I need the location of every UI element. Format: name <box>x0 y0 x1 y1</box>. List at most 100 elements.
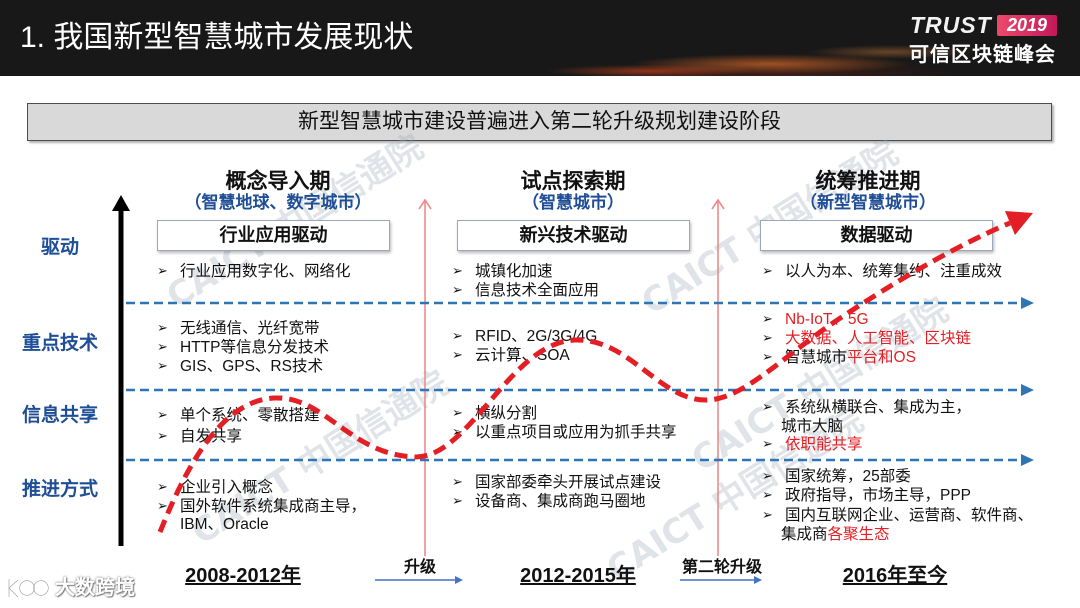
list-item: 国内互联网企业、运营商、软件商、 <box>762 506 1033 525</box>
trend-curve <box>157 220 1011 533</box>
list-item-highlight-text: 平台和OS <box>847 349 916 366</box>
list-item-continuation: IBM、Oracle <box>157 516 366 535</box>
list-item: 单个系统、零散搭建 <box>157 405 320 426</box>
cell-phase3-sharing: 系统纵横联合、集成为主， 城市大脑 依职能共享 <box>762 399 971 455</box>
list-item-highlight-text: Nb-IoT、5G <box>785 311 869 328</box>
upgrade-arrow-icon <box>754 576 762 584</box>
row-label-tech: 重点技术 <box>21 333 98 354</box>
list-item: 系统纵横联合、集成为主， <box>762 399 971 418</box>
brand-logo-icon <box>7 577 49 599</box>
list-item: HTTP等信息分发技术 <box>157 338 329 357</box>
list-item: RFID、2G/3G/4G <box>452 327 597 346</box>
phase-title: 试点探索期 <box>520 170 626 193</box>
list-item-text: 以重点项目或应用为抓手共享 <box>475 424 677 441</box>
list-item: 信息技术全面应用 <box>452 281 599 300</box>
list-item-text: 城镇化加速 <box>475 263 553 280</box>
row-divider-arrow-icon <box>1021 297 1034 309</box>
list-item-text: 集成商 <box>781 525 828 543</box>
row-label-sharing: 信息共享 <box>21 405 98 426</box>
list-item-text: 横纵分割 <box>475 405 538 422</box>
list-item: 无线通信、光纤宽带 <box>157 319 329 338</box>
list-item: 企业引入概念 <box>157 479 366 498</box>
list-item: 大数据、人工智能、区块链 <box>762 329 971 348</box>
list-item-text: 行业应用数字化、网络化 <box>180 263 351 280</box>
list-item-highlight-text: 各聚生态 <box>827 525 890 543</box>
list-item-text: IBM、Oracle <box>180 516 269 533</box>
list-item: 智慧城市平台和OS <box>762 348 971 367</box>
vertical-axis-arrow-icon <box>112 195 130 211</box>
driver-box: 数据驱动 <box>760 220 993 251</box>
transition-label: 升级 <box>403 559 436 576</box>
list-item: Nb-IoT、5G <box>762 310 971 329</box>
transition-label: 第二轮升级 <box>681 559 762 576</box>
cell-phase2-approach: 国家部委牵头开展试点建设 设备商、集成商跑马圈地 <box>452 473 661 511</box>
list-item-text: 无线通信、光纤宽带 <box>180 320 320 337</box>
cell-phase1-approach: 企业引入概念 国外软件系统集成商主导， IBM、Oracle <box>157 479 366 535</box>
event-logo-subtitle: 可信区块链峰会 <box>909 44 1056 66</box>
list-item-text: 城市大脑 <box>781 417 844 435</box>
list-item-text: 国内互联网企业、运营商、软件商、 <box>785 506 1034 524</box>
slide-title: 1. 我国新型智慧城市发展现状 <box>20 21 414 54</box>
list-item-text: 信息技术全面应用 <box>475 282 600 299</box>
phase-subtitle: （智慧地球、数字城市） <box>184 193 372 212</box>
list-item-continuation: 集成商各聚生态 <box>762 525 1033 544</box>
list-item-text: 设备商、集成商跑马圈地 <box>475 493 646 510</box>
source-watermark-text: 大数跨境 <box>55 577 135 599</box>
cell-phase3-drive: 以人为本、统筹集约、注重成效 <box>762 262 1002 281</box>
phase-divider-arrow-icon <box>418 198 432 210</box>
list-item-text: 以人为本、统筹集约、注重成效 <box>785 263 1003 280</box>
period-label: 2012-2015年 <box>520 565 636 587</box>
list-item: 国家统筹，25部委 <box>762 467 1033 486</box>
list-item: 国家部委牵头开展试点建设 <box>452 473 661 492</box>
list-item: 依职能共享 <box>762 436 971 455</box>
cell-phase2-drive: 城镇化加速 信息技术全面应用 <box>452 262 599 300</box>
phase-title: 统筹推进期 <box>815 170 921 193</box>
list-item-text: 企业引入概念 <box>180 479 274 496</box>
period-label: 2016年至今 <box>842 565 948 587</box>
cell-phase1-drive: 行业应用数字化、网络化 <box>157 262 351 281</box>
list-item: GIS、GPS、RS技术 <box>157 357 329 376</box>
summary-banner: 新型智慧城市建设普遍进入第二轮升级规划建设阶段 <box>27 103 1052 141</box>
list-item-text: 智慧城市 <box>785 349 848 366</box>
phase-subtitle: （新型智慧城市） <box>800 193 936 212</box>
upgrade-arrow-icon <box>455 576 463 584</box>
cell-phase1-tech: 无线通信、光纤宽带 HTTP等信息分发技术 GIS、GPS、RS技术 <box>157 319 329 376</box>
list-item-text: 国外软件系统集成商主导， <box>180 497 367 515</box>
row-label-drive: 驱动 <box>40 237 79 258</box>
list-item-text: 国家部委牵头开展试点建设 <box>475 474 662 491</box>
period-label: 2008-2012年 <box>185 565 301 587</box>
list-item: 以重点项目或应用为抓手共享 <box>452 423 677 442</box>
list-item-text: HTTP等信息分发技术 <box>180 339 329 356</box>
row-label-approach: 推进方式 <box>21 479 98 500</box>
row-divider-arrow-icon <box>1021 454 1034 466</box>
list-item-text: 系统纵横联合、集成为主， <box>785 399 972 416</box>
list-item: 设备商、集成商跑马圈地 <box>452 492 661 511</box>
list-item: 国外软件系统集成商主导， <box>157 498 366 517</box>
list-item-text: 国家统筹，25部委 <box>785 468 911 485</box>
list-item: 以人为本、统筹集约、注重成效 <box>762 262 1002 281</box>
list-item-highlight-text: 依职能共享 <box>785 436 863 453</box>
driver-box: 行业应用驱动 <box>157 220 390 251</box>
driver-box: 新兴技术驱动 <box>457 220 690 251</box>
event-logo-word: TRUST <box>910 12 992 38</box>
list-item: 城镇化加速 <box>452 262 599 281</box>
phase-divider-arrow-icon <box>711 198 725 210</box>
list-item-highlight-text: 大数据、人工智能、区块链 <box>785 330 972 347</box>
cell-phase2-sharing: 横纵分割 以重点项目或应用为抓手共享 <box>452 404 677 442</box>
row-divider-arrow-icon <box>1021 384 1034 396</box>
curve-arrowhead-icon <box>1005 211 1033 235</box>
list-item-text: RFID、2G/3G/4G <box>475 328 598 345</box>
phase-title: 概念导入期 <box>225 170 331 193</box>
event-logo-year: 2019 <box>997 15 1057 36</box>
list-item-text: 单个系统、零散搭建 <box>180 407 320 424</box>
list-item: 横纵分割 <box>452 404 677 423</box>
list-item: 政府指导，市场主导，PPP <box>762 486 1033 505</box>
list-item-continuation: 城市大脑 <box>762 418 971 437</box>
list-item-text: GIS、GPS、RS技术 <box>180 358 323 375</box>
phase-subtitle: （智慧城市） <box>522 193 624 212</box>
list-item-text: 政府指导，市场主导，PPP <box>785 487 972 505</box>
cell-phase3-approach: 国家统筹，25部委 政府指导，市场主导，PPP 国内互联网企业、运营商、软件商、… <box>762 467 1033 544</box>
slide-header: 1. 我国新型智慧城市发展现状 TRUST 2019 可信区块链峰会 <box>0 0 1080 76</box>
